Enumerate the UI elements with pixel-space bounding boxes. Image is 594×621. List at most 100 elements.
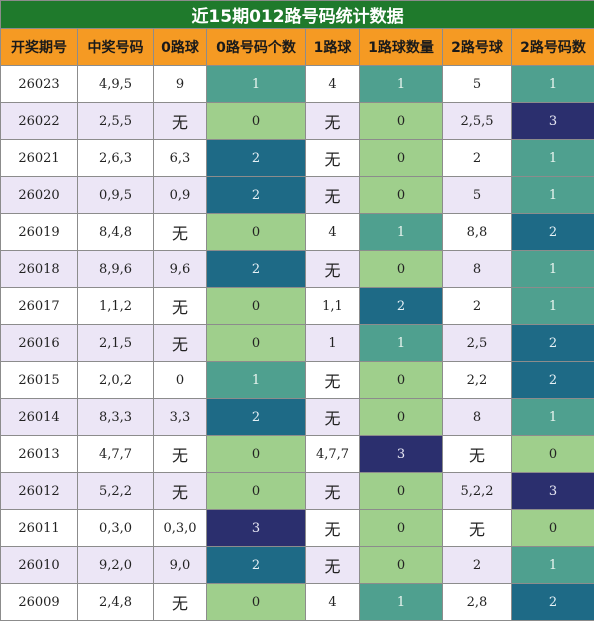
winning-numbers-cell: 9,2,0 — [78, 547, 154, 584]
route2-balls-cell: 8 — [443, 251, 512, 288]
route2-balls-cell: 2,2 — [443, 362, 512, 399]
route1-balls-cell: 4 — [306, 66, 360, 103]
header-route0-count: 0路号码个数 — [207, 29, 306, 66]
issue-cell: 26019 — [1, 214, 78, 251]
route1-count-cell: 0 — [360, 251, 443, 288]
issue-cell: 26014 — [1, 399, 78, 436]
winning-numbers-cell: 2,6,3 — [78, 140, 154, 177]
route2-balls-cell: 2 — [443, 288, 512, 325]
route2-count-cell: 2 — [512, 362, 594, 399]
winning-numbers-cell: 0,3,0 — [78, 510, 154, 547]
route0-balls-cell: 无 — [154, 584, 207, 621]
route1-balls-cell: 无 — [306, 177, 360, 214]
route1-count-cell: 0 — [360, 103, 443, 140]
route1-count-cell: 1 — [360, 214, 443, 251]
route2-count-cell: 1 — [512, 251, 594, 288]
route2-count-cell: 3 — [512, 473, 594, 510]
route1-count-cell: 0 — [360, 510, 443, 547]
route0-balls-cell: 无 — [154, 214, 207, 251]
route1-count-cell: 0 — [360, 140, 443, 177]
route1-balls-cell: 无 — [306, 140, 360, 177]
route0-count-cell: 2 — [207, 251, 306, 288]
route2-count-cell: 2 — [512, 584, 594, 621]
route1-balls-cell: 无 — [306, 473, 360, 510]
route2-balls-cell: 2,5 — [443, 325, 512, 362]
route2-count-cell: 2 — [512, 214, 594, 251]
winning-numbers-cell: 8,3,3 — [78, 399, 154, 436]
route1-balls-cell: 无 — [306, 251, 360, 288]
route1-count-cell: 1 — [360, 584, 443, 621]
issue-cell: 26021 — [1, 140, 78, 177]
issue-cell: 26010 — [1, 547, 78, 584]
route0-balls-cell: 0,3,0 — [154, 510, 207, 547]
header-route1-count: 1路球数量 — [360, 29, 443, 66]
route1-balls-cell: 无 — [306, 103, 360, 140]
route1-balls-cell: 1 — [306, 325, 360, 362]
winning-numbers-cell: 0,9,5 — [78, 177, 154, 214]
header-route0-balls: 0路球 — [154, 29, 207, 66]
route1-count-cell: 1 — [360, 325, 443, 362]
winning-numbers-cell: 2,5,5 — [78, 103, 154, 140]
header-route2-count: 2路号码数 — [512, 29, 594, 66]
route2-balls-cell: 5 — [443, 66, 512, 103]
route2-balls-cell: 无 — [443, 510, 512, 547]
route0-count-cell: 2 — [207, 177, 306, 214]
route0-count-cell: 2 — [207, 547, 306, 584]
route0-balls-cell: 0 — [154, 362, 207, 399]
route1-balls-cell: 1,1 — [306, 288, 360, 325]
route1-balls-cell: 无 — [306, 510, 360, 547]
table-title: 近15期012路号码统计数据 — [1, 1, 594, 29]
issue-cell: 26017 — [1, 288, 78, 325]
route0-balls-cell: 9,6 — [154, 251, 207, 288]
route2-count-cell: 1 — [512, 66, 594, 103]
route1-count-cell: 1 — [360, 66, 443, 103]
route0-balls-cell: 9,0 — [154, 547, 207, 584]
route0-count-cell: 0 — [207, 473, 306, 510]
route0-count-cell: 0 — [207, 325, 306, 362]
route1-balls-cell: 4 — [306, 584, 360, 621]
route1-count-cell: 0 — [360, 399, 443, 436]
winning-numbers-cell: 4,7,7 — [78, 436, 154, 473]
route1-count-cell: 0 — [360, 362, 443, 399]
winning-numbers-cell: 1,1,2 — [78, 288, 154, 325]
route2-balls-cell: 无 — [443, 436, 512, 473]
route0-count-cell: 0 — [207, 103, 306, 140]
issue-cell: 26012 — [1, 473, 78, 510]
issue-cell: 26022 — [1, 103, 78, 140]
route2-count-cell: 0 — [512, 510, 594, 547]
route2-count-cell: 1 — [512, 140, 594, 177]
issue-cell: 26023 — [1, 66, 78, 103]
route0-balls-cell: 9 — [154, 66, 207, 103]
header-winning-numbers: 中奖号码 — [78, 29, 154, 66]
winning-numbers-cell: 2,4,8 — [78, 584, 154, 621]
route0-count-cell: 2 — [207, 140, 306, 177]
route1-balls-cell: 无 — [306, 547, 360, 584]
route0-count-cell: 3 — [207, 510, 306, 547]
winning-numbers-cell: 8,9,6 — [78, 251, 154, 288]
route0-count-cell: 2 — [207, 399, 306, 436]
route2-balls-cell: 5 — [443, 177, 512, 214]
route0-balls-cell: 无 — [154, 103, 207, 140]
route0-balls-cell: 无 — [154, 473, 207, 510]
route1-count-cell: 0 — [360, 177, 443, 214]
issue-cell: 26013 — [1, 436, 78, 473]
header-issue-number: 开奖期号 — [1, 29, 78, 66]
route0-count-cell: 0 — [207, 214, 306, 251]
route1-balls-cell: 无 — [306, 399, 360, 436]
route0-balls-cell: 无 — [154, 436, 207, 473]
route2-balls-cell: 2,8 — [443, 584, 512, 621]
issue-cell: 26011 — [1, 510, 78, 547]
route0-count-cell: 0 — [207, 584, 306, 621]
route2-balls-cell: 2 — [443, 547, 512, 584]
winning-numbers-cell: 4,9,5 — [78, 66, 154, 103]
route2-count-cell: 1 — [512, 177, 594, 214]
header-route1-balls: 1路球 — [306, 29, 360, 66]
